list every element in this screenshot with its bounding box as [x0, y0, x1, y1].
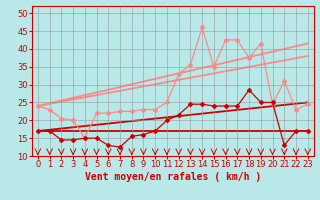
X-axis label: Vent moyen/en rafales ( km/h ): Vent moyen/en rafales ( km/h )	[85, 172, 261, 182]
